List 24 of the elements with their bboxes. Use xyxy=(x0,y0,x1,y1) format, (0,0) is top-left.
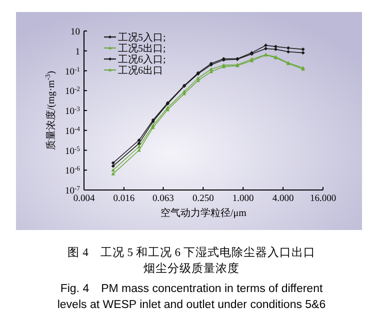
x-tick-label: 0.250 xyxy=(192,194,214,204)
x-tick-label: 16.000 xyxy=(310,194,336,204)
y-tick-label: 10$^{-6}$ xyxy=(64,165,81,177)
text: levels at WESP inlet and outlet under conditions 5&6 xyxy=(57,299,326,311)
x-tick-label: 0.004 xyxy=(73,194,95,204)
y-tick-label: 10$^{-2}$ xyxy=(64,86,80,98)
caption: Fig. 4 PM mass concentration in terms of different xyxy=(60,283,324,295)
y-tick-label: 10$^{-3}$ xyxy=(64,106,81,117)
x-tick-label: 4.000 xyxy=(272,194,294,204)
y-tick-label: 10$^{-5}$ xyxy=(64,145,81,157)
x-axis-title: 空气动力学粒径/μm xyxy=(160,207,247,219)
y-tick-label: 10$^{-4}$ xyxy=(64,125,81,137)
y-tick-label: 1 xyxy=(75,47,80,58)
y-tick-label: 10$^{-1}$ xyxy=(64,66,80,78)
y-tick-label: 10 xyxy=(70,28,80,38)
legend-label: 工况5入口; xyxy=(118,32,166,44)
text: 烟尘分级质量浓度 xyxy=(144,261,240,275)
x-tick-label: 0.063 xyxy=(152,194,174,204)
x-tick-label: 1.000 xyxy=(232,194,254,204)
legend-label: 工况5出口; xyxy=(118,42,166,54)
legend-label: 工况6入口; xyxy=(118,54,166,66)
x-tick-label: 0.016 xyxy=(113,194,135,204)
legend-label: 工况6出口 xyxy=(118,64,163,76)
caption: 图 4 工况 5 和工况 6 下湿式电除尘器入口出口 xyxy=(68,245,316,259)
